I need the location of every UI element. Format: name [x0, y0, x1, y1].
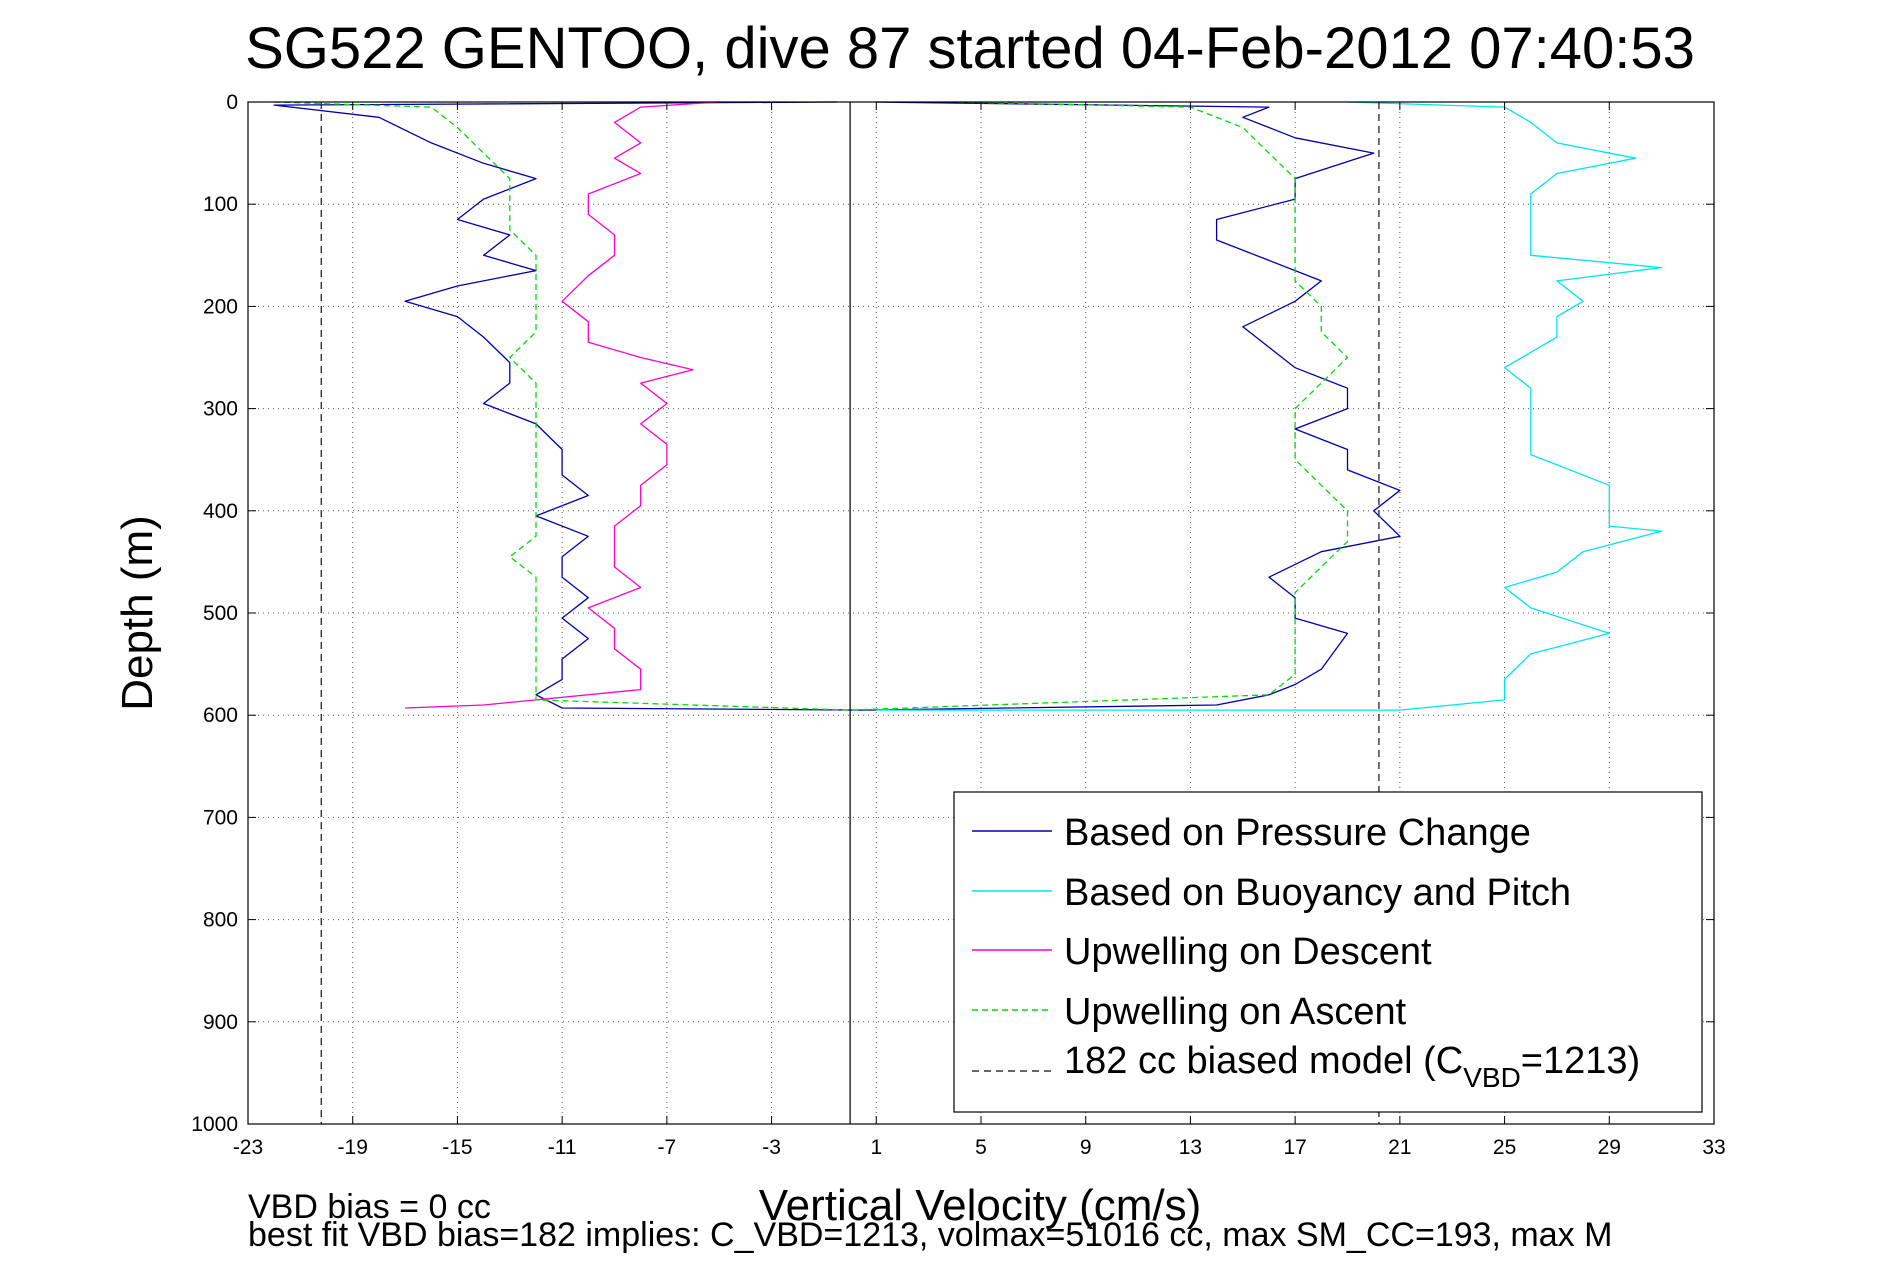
x-tick-label: -11: [548, 1136, 577, 1159]
x-tick-label: 17: [1283, 1136, 1306, 1159]
y-axis-ticks: 0 100 200 300 400 500 600 700 800 900 1000: [191, 91, 1714, 1136]
series-line-3: [405, 101, 720, 709]
y-axis-label: Depth (m): [113, 515, 162, 711]
y-tick-label: 700: [203, 806, 238, 829]
x-axis-label: Vertical Velocity (cm/s): [759, 1181, 1202, 1230]
y-tick-label: 200: [203, 295, 238, 318]
y-tick-label: 900: [203, 1011, 238, 1034]
legend-label: Upwelling on Descent: [1064, 931, 1432, 973]
y-tick-label: 600: [203, 704, 238, 727]
x-tick-label: 5: [975, 1136, 987, 1159]
x-tick-label: -15: [442, 1136, 472, 1159]
legend-label-model: 182 cc biased model (CVBD=1213): [1064, 1040, 1640, 1093]
x-tick-label: 25: [1493, 1136, 1516, 1159]
legend-box: [953, 791, 1703, 1113]
x-tick-label: 1: [870, 1136, 882, 1159]
series-line-4: [274, 101, 1349, 711]
x-tick-label: 13: [1179, 1136, 1202, 1159]
y-tick-label: 100: [203, 193, 238, 216]
series-line-2: [876, 101, 1663, 711]
legend-label: Upwelling on Ascent: [1064, 991, 1407, 1033]
x-tick-label: 29: [1598, 1136, 1621, 1159]
x-tick-label: -19: [338, 1136, 368, 1159]
x-tick-label: -7: [658, 1136, 677, 1159]
y-tick-label: 1000: [191, 1113, 238, 1136]
note-vbd-bias: VBD bias = 0 cc: [248, 1188, 491, 1226]
x-tick-label: 9: [1080, 1136, 1092, 1159]
x-axis-ticks: -23 -19 -15 -11 -7 -3 1 5 9 13 17 21 25 29 33: [233, 102, 1726, 1159]
legend-items: Based on Pressure Change Based on Buoyanc…: [972, 812, 1571, 1033]
x-tick-label: -23: [233, 1136, 263, 1159]
x-tick-label: 33: [1702, 1136, 1725, 1159]
series-group: [273, 101, 1663, 1124]
chart-title: SG522 GENTOO, dive 87 started 04-Feb-201…: [245, 16, 1695, 81]
y-tick-label: 300: [203, 398, 238, 421]
y-tick-label: 800: [203, 909, 238, 932]
y-tick-label: 500: [203, 602, 238, 625]
y-tick-label: 400: [203, 500, 238, 523]
x-tick-label: -3: [762, 1136, 781, 1159]
legend: Based on Pressure Change Based on Buoyanc…: [953, 791, 1703, 1113]
note-best-fit: best fit VBD bias=182 implies: C_VBD=121…: [248, 1216, 1612, 1254]
y-tick-label: 0: [226, 91, 238, 114]
x-tick-label: 21: [1388, 1136, 1411, 1159]
legend-label: Based on Pressure Change: [1064, 812, 1531, 854]
series-line-1: [273, 101, 1401, 711]
legend-label: Based on Buoyancy and Pitch: [1064, 872, 1571, 914]
